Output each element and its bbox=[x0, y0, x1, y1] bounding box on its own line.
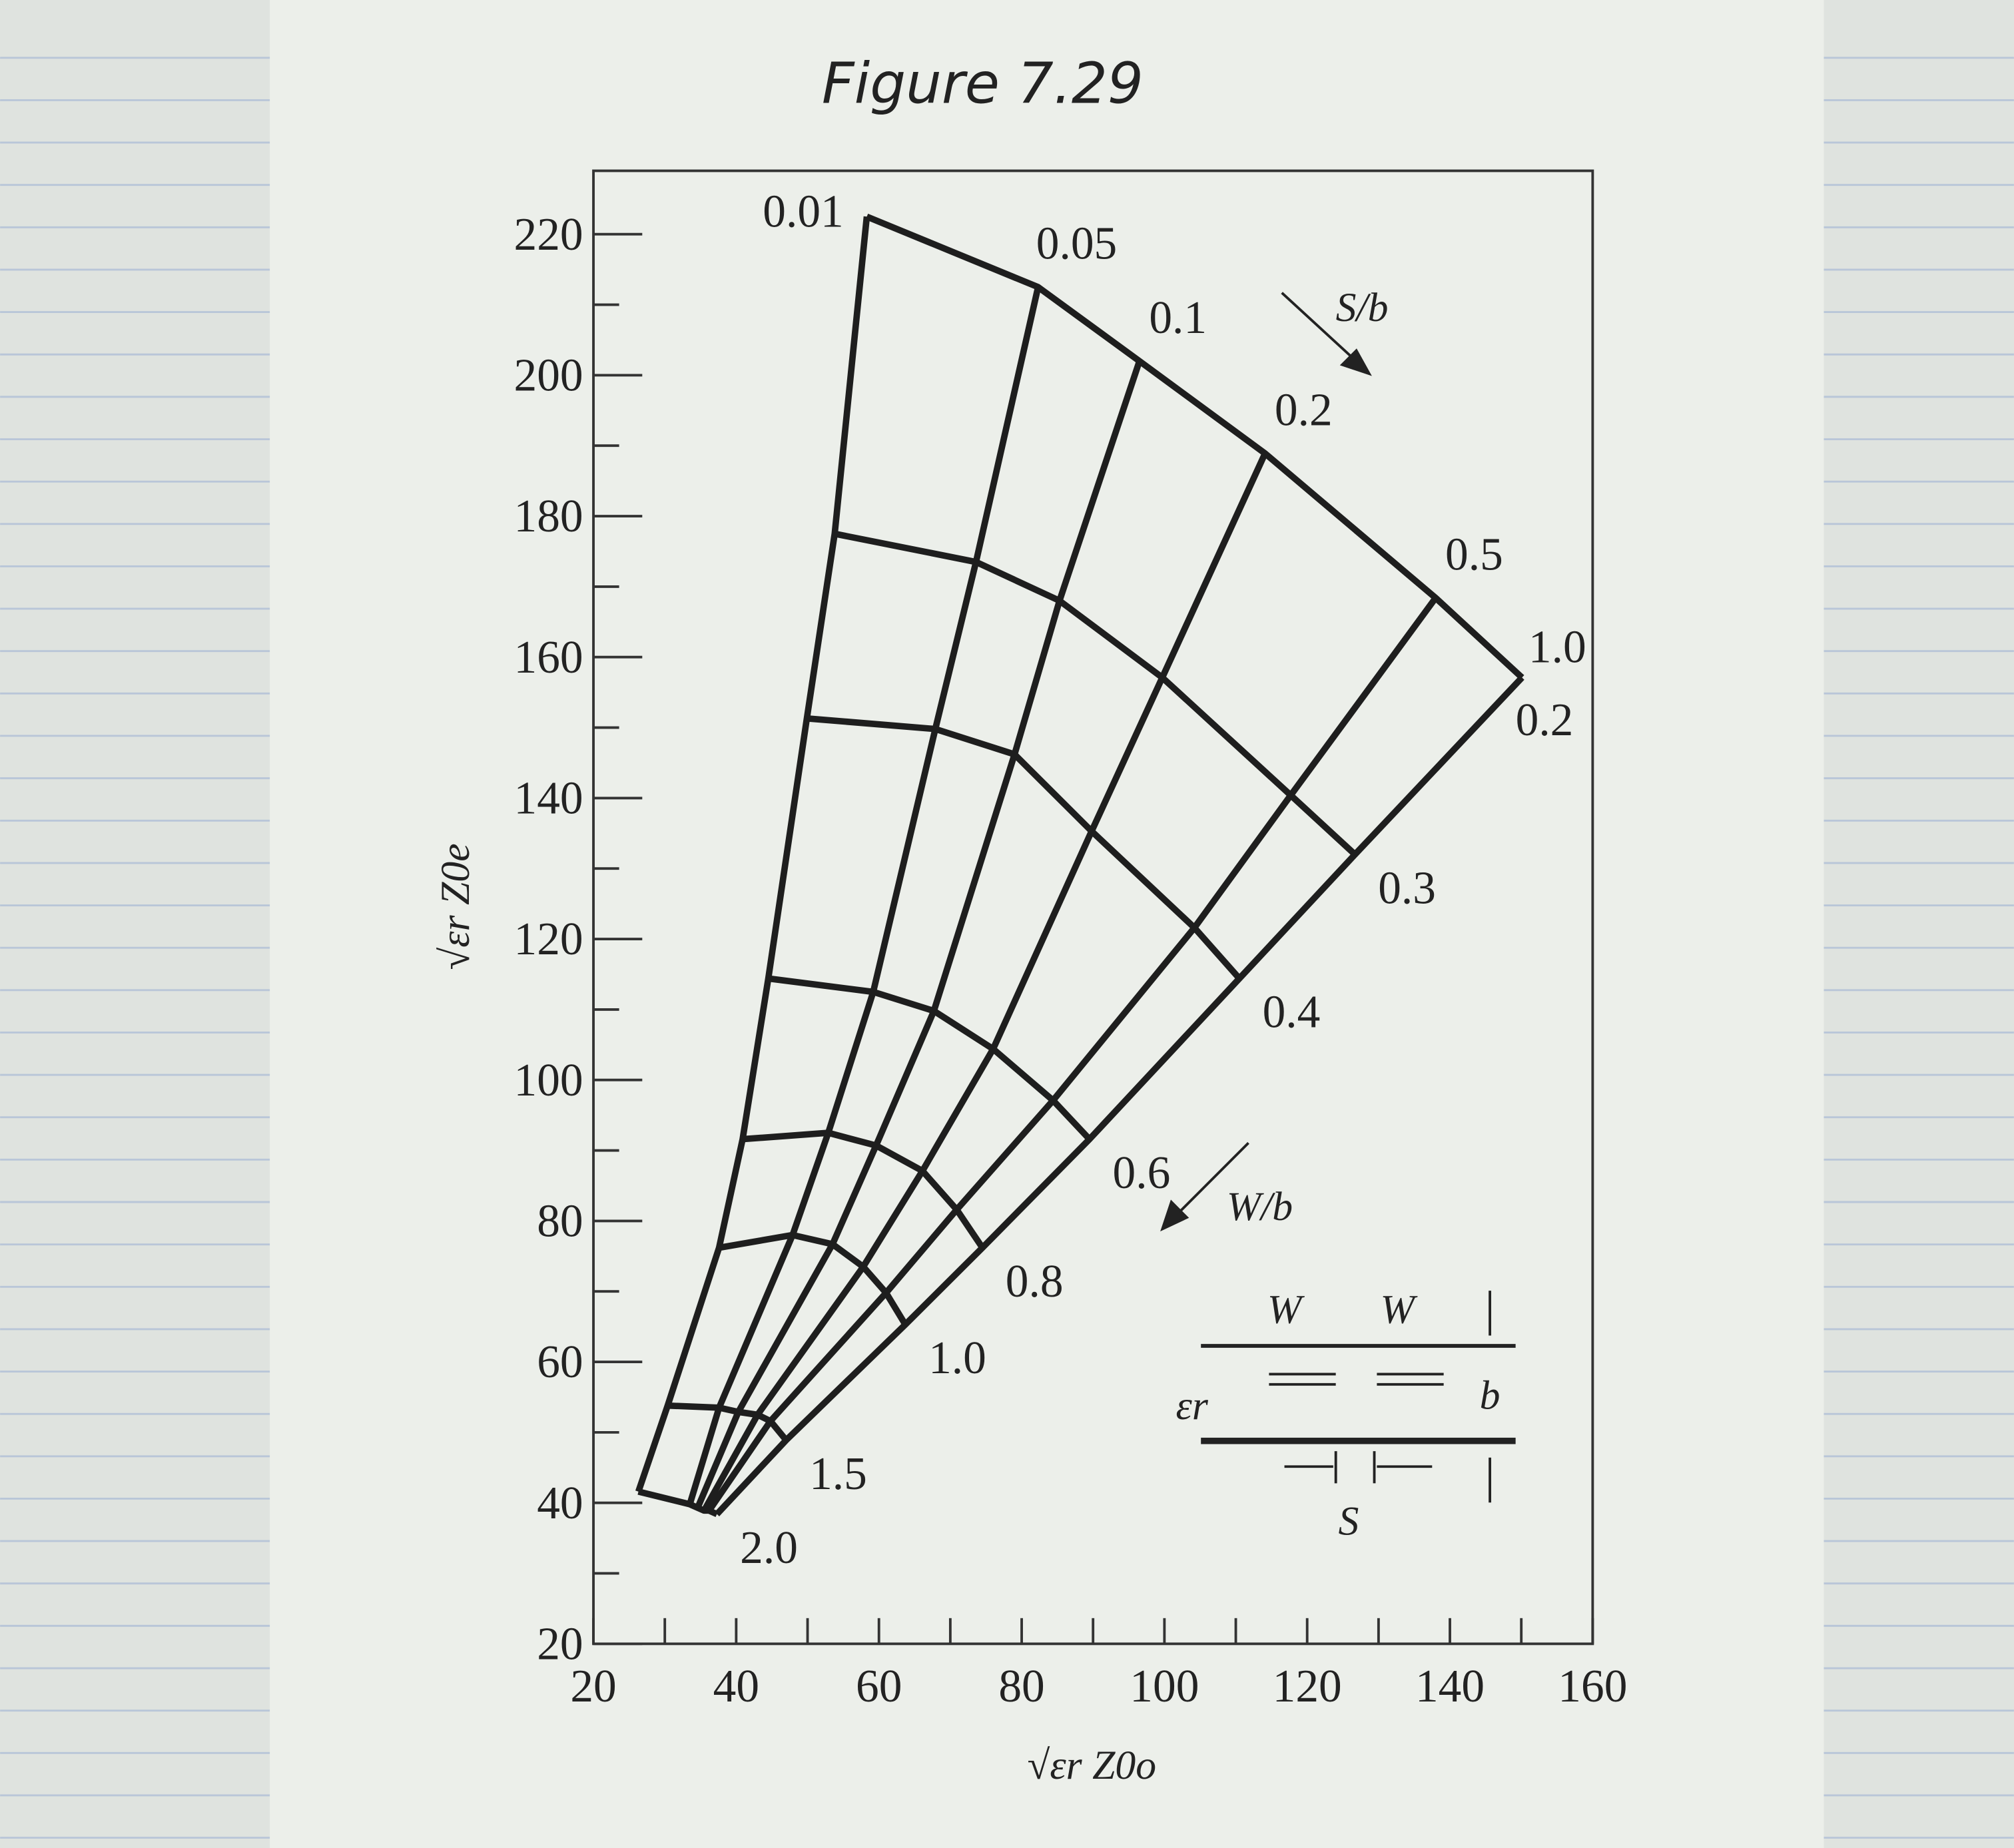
w-value-label: 0.8 bbox=[1006, 1256, 1064, 1307]
y-tick-label: 20 bbox=[537, 1619, 583, 1670]
s-line bbox=[695, 360, 1143, 1510]
w-value-label: 1.0 bbox=[928, 1333, 986, 1384]
w-curve bbox=[865, 213, 1524, 680]
s-line bbox=[701, 452, 1268, 1512]
w-curve bbox=[767, 975, 1092, 1141]
inset-w: W bbox=[1381, 1287, 1419, 1332]
y-tick-label: 120 bbox=[514, 914, 583, 965]
y-tick-label: 160 bbox=[514, 632, 583, 683]
s-value-label: 0.2 bbox=[1275, 384, 1333, 436]
y-tick-label: 140 bbox=[514, 773, 583, 824]
w-curve bbox=[807, 715, 1242, 981]
inset-er: εr bbox=[1176, 1383, 1209, 1428]
w-curve bbox=[667, 1402, 789, 1442]
x-tick-label: 140 bbox=[1415, 1661, 1485, 1712]
x-tick-label: 20 bbox=[570, 1661, 616, 1712]
inset-w: W bbox=[1267, 1287, 1305, 1332]
s-line bbox=[706, 595, 1439, 1513]
s-line bbox=[687, 286, 1042, 1506]
inset-diagram bbox=[1201, 1291, 1516, 1503]
y-axis-label: √εr Z0e bbox=[433, 843, 478, 970]
w-curve bbox=[834, 530, 1357, 857]
y-tick-label: 220 bbox=[514, 209, 583, 260]
inset-s: S bbox=[1339, 1498, 1359, 1544]
s-value-label: 0.01 bbox=[763, 186, 843, 238]
x-tick-label: 120 bbox=[1273, 1661, 1342, 1712]
s-label: S/b bbox=[1336, 285, 1389, 330]
y-tick-label: 80 bbox=[537, 1196, 583, 1247]
w-value-label: 0.6 bbox=[1113, 1147, 1171, 1199]
s-line bbox=[714, 675, 1524, 1516]
w-value-label: 0.2 bbox=[1516, 695, 1574, 746]
y-tick-label: 100 bbox=[514, 1055, 583, 1106]
y-tick-label: 60 bbox=[537, 1337, 583, 1388]
w-value-label: 2.0 bbox=[740, 1522, 798, 1574]
inset-b: b bbox=[1480, 1373, 1501, 1418]
y-tick-label: 180 bbox=[514, 491, 583, 542]
x-tick-label: 60 bbox=[856, 1661, 902, 1712]
chart-title: Figure 7.29 bbox=[822, 51, 1144, 117]
x-tick-label: 100 bbox=[1130, 1661, 1199, 1712]
w-curve bbox=[718, 1231, 908, 1327]
x-tick-label: 160 bbox=[1558, 1661, 1627, 1712]
x-tick-label: 40 bbox=[713, 1661, 759, 1712]
w-value-label: 0.4 bbox=[1263, 987, 1321, 1038]
s-value-label: 0.5 bbox=[1445, 529, 1503, 580]
x-tick-label: 80 bbox=[998, 1661, 1044, 1712]
s-line bbox=[635, 216, 870, 1493]
s-arrow bbox=[1281, 292, 1372, 376]
s-value-label: 1.0 bbox=[1528, 621, 1586, 673]
w-curve bbox=[637, 1488, 719, 1518]
w-value-label: 1.5 bbox=[809, 1448, 867, 1500]
s-value-label: 0.1 bbox=[1149, 292, 1207, 344]
w-label: W/b bbox=[1227, 1184, 1293, 1229]
s-value-label: 0.05 bbox=[1036, 218, 1117, 270]
w-curve bbox=[742, 1129, 986, 1250]
x-axis-label: √εr Z0o bbox=[1027, 1743, 1156, 1788]
y-tick-label: 40 bbox=[537, 1478, 583, 1529]
w-value-label: 0.3 bbox=[1378, 862, 1436, 914]
w-arrow bbox=[1160, 1141, 1249, 1232]
y-tick-label: 200 bbox=[514, 350, 583, 402]
